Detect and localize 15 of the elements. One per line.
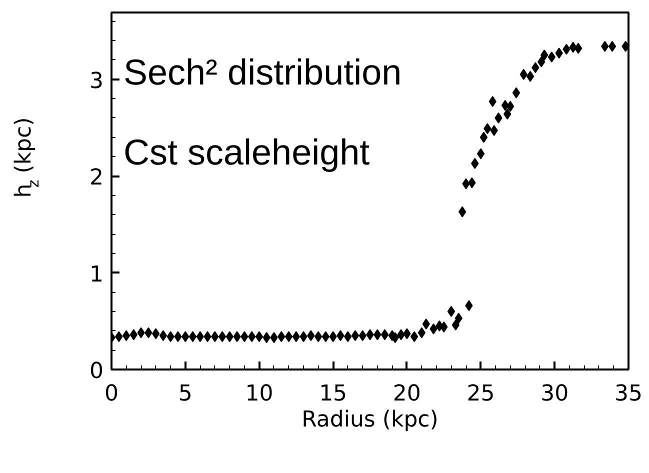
y-axis-title: hz (kpc) [12,117,42,198]
y-tick-label: 0 [90,359,104,384]
x-tick-label: 10 [245,382,274,406]
annotation: Sech² distribution [124,52,402,92]
x-tick-label: 15 [319,382,348,406]
x-tick-label: 30 [540,382,569,406]
annotation: Cst scaleheight [124,132,370,172]
y-tick-label: 1 [90,262,104,288]
y-tick-label: 3 [90,68,104,94]
x-tick-label: 20 [392,382,421,406]
x-tick-label: 25 [466,382,495,406]
x-tick-label: 35 [614,382,643,406]
x-tick-label: 5 [178,382,192,406]
x-axis-title: Radius (kpc) [302,408,438,432]
y-tick-label: 2 [90,166,104,191]
